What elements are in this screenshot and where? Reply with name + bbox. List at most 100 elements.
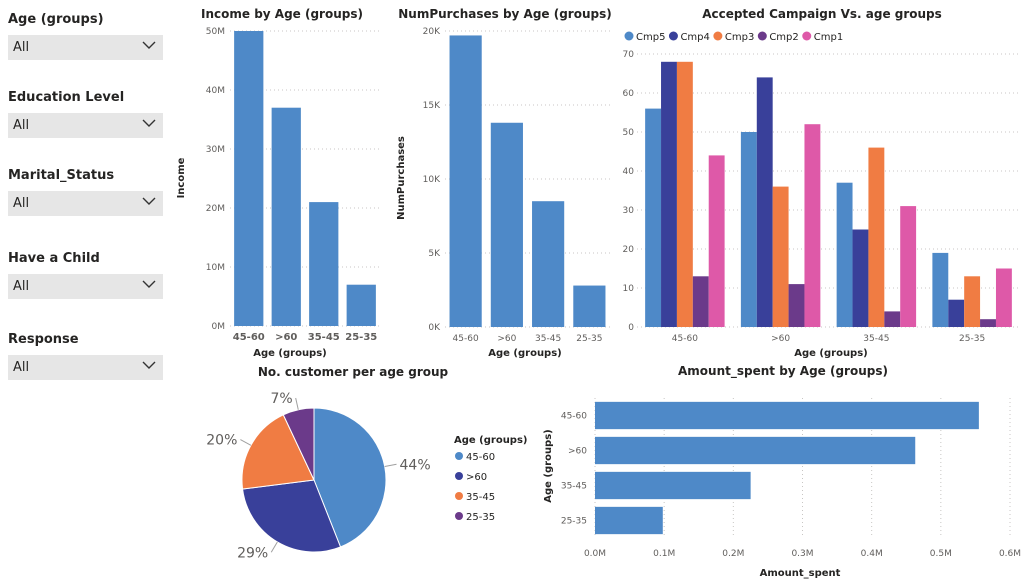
chevron-down-icon — [142, 280, 156, 288]
marital-status-dropdown[interactable]: All — [8, 191, 163, 216]
age-groups-dropdown[interactable]: All — [8, 35, 163, 60]
bar — [804, 124, 821, 327]
y-tick-label: 0M — [212, 322, 226, 332]
x-tick-label: >60 — [497, 334, 516, 344]
x-axis-label: Amount_spent — [760, 568, 841, 579]
bar — [661, 61, 677, 328]
x-tick-label: 35-45 — [535, 334, 561, 344]
x-tick-label: 0.1M — [653, 549, 675, 559]
chart-title: Accepted Campaign Vs. age groups — [702, 7, 942, 21]
y-tick-label: >60 — [568, 447, 587, 457]
slicer-education-level: Education Level All — [8, 89, 163, 138]
bar — [868, 147, 885, 327]
y-tick-label: 30M — [206, 145, 225, 155]
leader-line — [295, 397, 299, 410]
slicer-title: Age (groups) — [8, 12, 104, 27]
y-tick-label: 20K — [423, 27, 441, 37]
x-tick-label: 35-45 — [863, 334, 889, 344]
pie-slice — [242, 479, 342, 553]
chart-title: NumPurchases by Age (groups) — [398, 7, 611, 21]
chevron-down-icon — [142, 119, 156, 127]
dropdown-value: All — [13, 196, 30, 211]
y-tick-label: 35-45 — [561, 482, 587, 492]
y-tick-label: 40M — [206, 86, 225, 96]
bar — [692, 276, 709, 327]
bar — [708, 155, 725, 327]
y-axis-label: Income — [176, 157, 187, 198]
legend-marker — [455, 512, 463, 520]
slicer-marital-status: Marital_Status All — [8, 167, 163, 216]
legend-label: 35-45 — [466, 492, 495, 503]
legend-marker — [455, 472, 463, 480]
bar — [573, 285, 606, 327]
legend-label: >60 — [466, 472, 487, 483]
legend-label: 45-60 — [466, 452, 495, 463]
y-tick-label: 20M — [206, 204, 225, 214]
legend-label: Cmp3 — [725, 32, 754, 43]
y-tick-label: 15K — [423, 101, 441, 111]
legend-title: Age (groups) — [454, 435, 528, 446]
legend-marker — [802, 31, 812, 41]
education-level-dropdown[interactable]: All — [8, 113, 163, 138]
slicer-title: Response — [8, 332, 79, 347]
legend-marker — [455, 492, 463, 500]
accepted-campaign-chart: Accepted Campaign Vs. age groups Age (gr… — [623, 7, 1020, 359]
bar — [772, 186, 789, 327]
x-axis-label: Age (groups) — [488, 348, 562, 359]
response-dropdown[interactable]: All — [8, 355, 163, 380]
y-tick-label: 50M — [206, 27, 225, 37]
bar — [234, 31, 264, 326]
bar — [852, 229, 869, 327]
have-a-child-dropdown[interactable]: All — [8, 274, 163, 299]
legend-label: 25-35 — [466, 512, 495, 523]
y-tick-label: 45-60 — [561, 412, 587, 422]
chevron-down-icon — [142, 361, 156, 369]
bar — [900, 206, 917, 327]
y-tick-label: 0 — [628, 323, 634, 333]
x-axis-label: Age (groups) — [253, 348, 327, 359]
dropdown-value: All — [13, 40, 30, 55]
chevron-down-icon — [142, 197, 156, 205]
x-tick-label: 25-35 — [576, 334, 602, 344]
slicer-age-groups: Age (groups) All — [8, 11, 163, 60]
y-tick-label: 70 — [623, 50, 635, 60]
x-tick-label: 0.0M — [584, 549, 606, 559]
slicer-have-a-child: Have a Child All — [8, 250, 163, 299]
numpurchases-by-age-chart: NumPurchases by Age (groups) NumPurchase… — [396, 7, 612, 359]
bar — [756, 77, 773, 328]
bar — [645, 108, 662, 327]
bar — [595, 401, 979, 430]
x-axis-label: Age (groups) — [794, 348, 868, 359]
chart-title: No. customer per age group — [258, 365, 449, 379]
y-tick-label: 20 — [623, 245, 635, 255]
bar — [346, 284, 376, 326]
legend-marker — [713, 31, 723, 41]
y-tick-label: 50 — [623, 128, 635, 138]
dropdown-value: All — [13, 279, 30, 294]
y-axis-label: Age (groups) — [543, 429, 554, 503]
y-tick-label: 25-35 — [561, 517, 587, 527]
legend-label: Cmp4 — [680, 32, 709, 43]
legend-marker — [668, 31, 678, 41]
slicer-title: Marital_Status — [8, 168, 115, 183]
legend-marker — [455, 452, 463, 460]
x-tick-label: 0.6M — [999, 549, 1021, 559]
customers-per-age-group-chart: No. customer per age group Age (groups) … — [206, 365, 528, 561]
legend-label: Cmp2 — [769, 32, 798, 43]
bar — [948, 299, 965, 327]
chevron-down-icon — [142, 41, 156, 49]
bar — [271, 107, 301, 326]
leader-line — [384, 463, 397, 467]
bar — [490, 122, 523, 327]
y-tick-label: 5K — [428, 249, 441, 259]
y-tick-label: 40 — [623, 167, 635, 177]
legend-marker — [624, 31, 634, 41]
x-tick-label: >60 — [771, 334, 790, 344]
y-tick-label: 10M — [206, 263, 225, 273]
income-by-age-chart: Income by Age (groups) Income Age (group… — [176, 7, 380, 359]
pie-slice — [241, 414, 315, 490]
bar — [884, 311, 901, 327]
bar — [595, 506, 663, 535]
x-tick-label: 25-35 — [345, 332, 377, 343]
x-tick-label: 25-35 — [959, 334, 985, 344]
